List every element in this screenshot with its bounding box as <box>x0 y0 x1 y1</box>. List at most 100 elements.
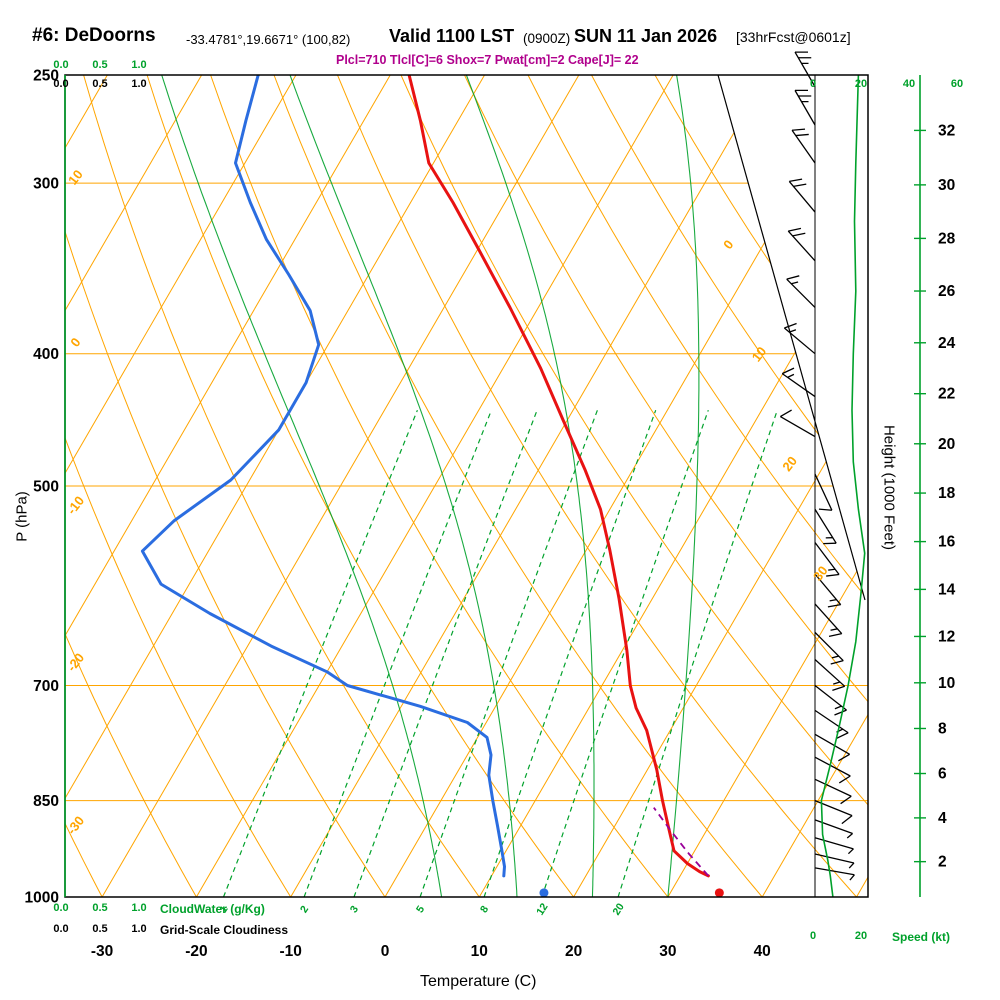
dewpoint-curve <box>140 75 506 878</box>
pressure-axis-title: P (hPa) <box>13 491 31 542</box>
wind-speed-curve <box>820 75 866 897</box>
grid-cut-line <box>717 74 866 601</box>
dry-adiabat-label: -10 <box>64 493 87 517</box>
scale-tick: 0.5 <box>92 78 108 90</box>
scale-tick: 0 <box>809 78 817 90</box>
mixing-ratio-label: 20 <box>610 901 627 917</box>
speed-scale-top: 0 20 40 60 <box>791 78 979 90</box>
valid-date: SUN 11 Jan 2026 <box>574 26 718 46</box>
moist-adiabat-line <box>667 75 700 897</box>
height-axis-title: Height (1000 Feet) <box>880 424 898 551</box>
height-tick-label: 14 <box>938 581 956 598</box>
scale-tick: 20 <box>854 78 868 90</box>
pressure-tick-label: 1000 <box>25 890 59 907</box>
scale-tick: 0.5 <box>92 59 108 71</box>
moist-adiabat-line <box>161 75 443 897</box>
temperature-tick-label: 40 <box>754 943 771 960</box>
temperature-tick-label: 30 <box>659 943 676 960</box>
moist-adiabat-line <box>289 75 518 897</box>
mixing-ratio-line <box>222 409 418 897</box>
stability-parameters: Plcl=710 Tlcl[C]=6 Shox=7 Pwat[cm]=2 Cap… <box>336 53 639 67</box>
forecast-hour: [33hrFcst@0601z] <box>736 29 851 45</box>
scale-tick: 0.0 <box>53 902 69 914</box>
scale-tick: 0.0 <box>53 59 69 71</box>
dry-adiabat-label: -30 <box>64 813 87 837</box>
surface-dewpoint-dot <box>539 888 549 898</box>
wind-barbs <box>780 51 855 881</box>
cloudiness-scale-bottom: 0.0 0.5 1.0 <box>43 923 157 935</box>
mixing-ratio-line <box>617 410 778 897</box>
parcel-path-curve <box>653 807 710 877</box>
cloudiness-scale-top: 0.0 0.5 1.0 <box>43 78 157 90</box>
valid-time: Valid 1100 LST <box>389 26 515 46</box>
cloudwater-scale-bottom: 0.0 0.5 1.0 <box>43 902 157 914</box>
cloudiness-axis-title: Grid-Scale Cloudiness <box>160 923 289 937</box>
speed-axis-title: Speed (kt) <box>892 930 951 944</box>
pressure-tick-label: 700 <box>33 678 59 695</box>
height-tick-label: 2 <box>938 854 947 871</box>
height-tick-label: 6 <box>938 766 947 783</box>
valid-time-utc: (0900Z) <box>523 31 571 46</box>
dry-adiabat-label: 0 <box>67 335 83 350</box>
surface-temperature-dot <box>714 888 724 898</box>
cloudwater-axis-title: CloudWater (g/Kg) <box>160 902 265 916</box>
station-coordinates: -33.4781°,19.6671° (100,82) <box>186 32 351 47</box>
scale-tick: 0 <box>809 930 817 942</box>
moist-adiabat-line <box>465 75 595 897</box>
speed-scale-bottom: 0 20 <box>791 930 883 942</box>
scale-tick: 60 <box>950 78 964 90</box>
pressure-tick-label: 850 <box>33 793 59 810</box>
orange-grid <box>65 75 868 897</box>
mixing-ratio-label: 2 <box>298 904 311 916</box>
pressure-tick-label: 250 <box>33 68 59 85</box>
scale-tick: 1.0 <box>131 78 147 90</box>
dry-adiabat-label: -20 <box>64 650 87 674</box>
cloudwater-scale-top: 0.0 0.5 1.0 <box>43 59 157 71</box>
scale-tick: 0.5 <box>92 902 108 914</box>
height-tick-label: 24 <box>938 335 956 352</box>
isotherm-label: 0 <box>720 237 736 252</box>
height-tick-label: 22 <box>938 386 955 403</box>
height-tick-label: 26 <box>938 283 956 300</box>
mixing-ratio-label: 3 <box>348 904 361 916</box>
mixing-ratio-label: 5 <box>414 904 427 916</box>
isotherm-label: 20 <box>779 453 800 474</box>
temperature-tick-label: 10 <box>471 943 488 960</box>
temperature-curve <box>407 75 710 878</box>
scale-tick: 1.0 <box>131 902 147 914</box>
green-grid <box>161 75 778 897</box>
height-tick-label: 30 <box>938 177 955 194</box>
mixing-ratio-label: 8 <box>478 904 491 916</box>
isotherm-label: 30 <box>810 563 831 584</box>
height-tick-label: 32 <box>938 122 955 139</box>
temperature-tick-label: -20 <box>185 943 207 960</box>
mixing-ratio-line <box>353 409 538 897</box>
height-tick-label: 8 <box>938 720 947 737</box>
station-title: #6: DeDoorns <box>32 25 156 46</box>
scale-tick: 20 <box>854 930 868 942</box>
temperature-tick-label: -10 <box>279 943 301 960</box>
mixing-ratio-line <box>419 409 598 897</box>
scale-tick: 0.0 <box>53 78 69 90</box>
pressure-tick-label: 300 <box>33 176 59 193</box>
scale-tick: 1.0 <box>131 59 147 71</box>
height-tick-label: 16 <box>938 534 956 551</box>
profiles <box>140 75 710 878</box>
scale-tick: 1.0 <box>131 923 147 935</box>
temperature-tick-label: -30 <box>91 943 113 960</box>
height-tick-label: 28 <box>938 230 956 247</box>
mixing-ratio-label: 12 <box>534 901 551 917</box>
pressure-tick-label: 400 <box>33 346 59 363</box>
height-tick-label: 18 <box>938 485 956 502</box>
scale-tick: 0.5 <box>92 923 108 935</box>
mixing-ratio-line <box>303 409 492 897</box>
scale-tick: 40 <box>902 78 916 90</box>
mixing-ratio-line <box>483 409 657 897</box>
pressure-tick-label: 500 <box>33 479 59 496</box>
height-tick-label: 10 <box>938 675 955 692</box>
dry-adiabat-label: 10 <box>65 167 86 188</box>
temperature-tick-label: 0 <box>381 943 390 960</box>
